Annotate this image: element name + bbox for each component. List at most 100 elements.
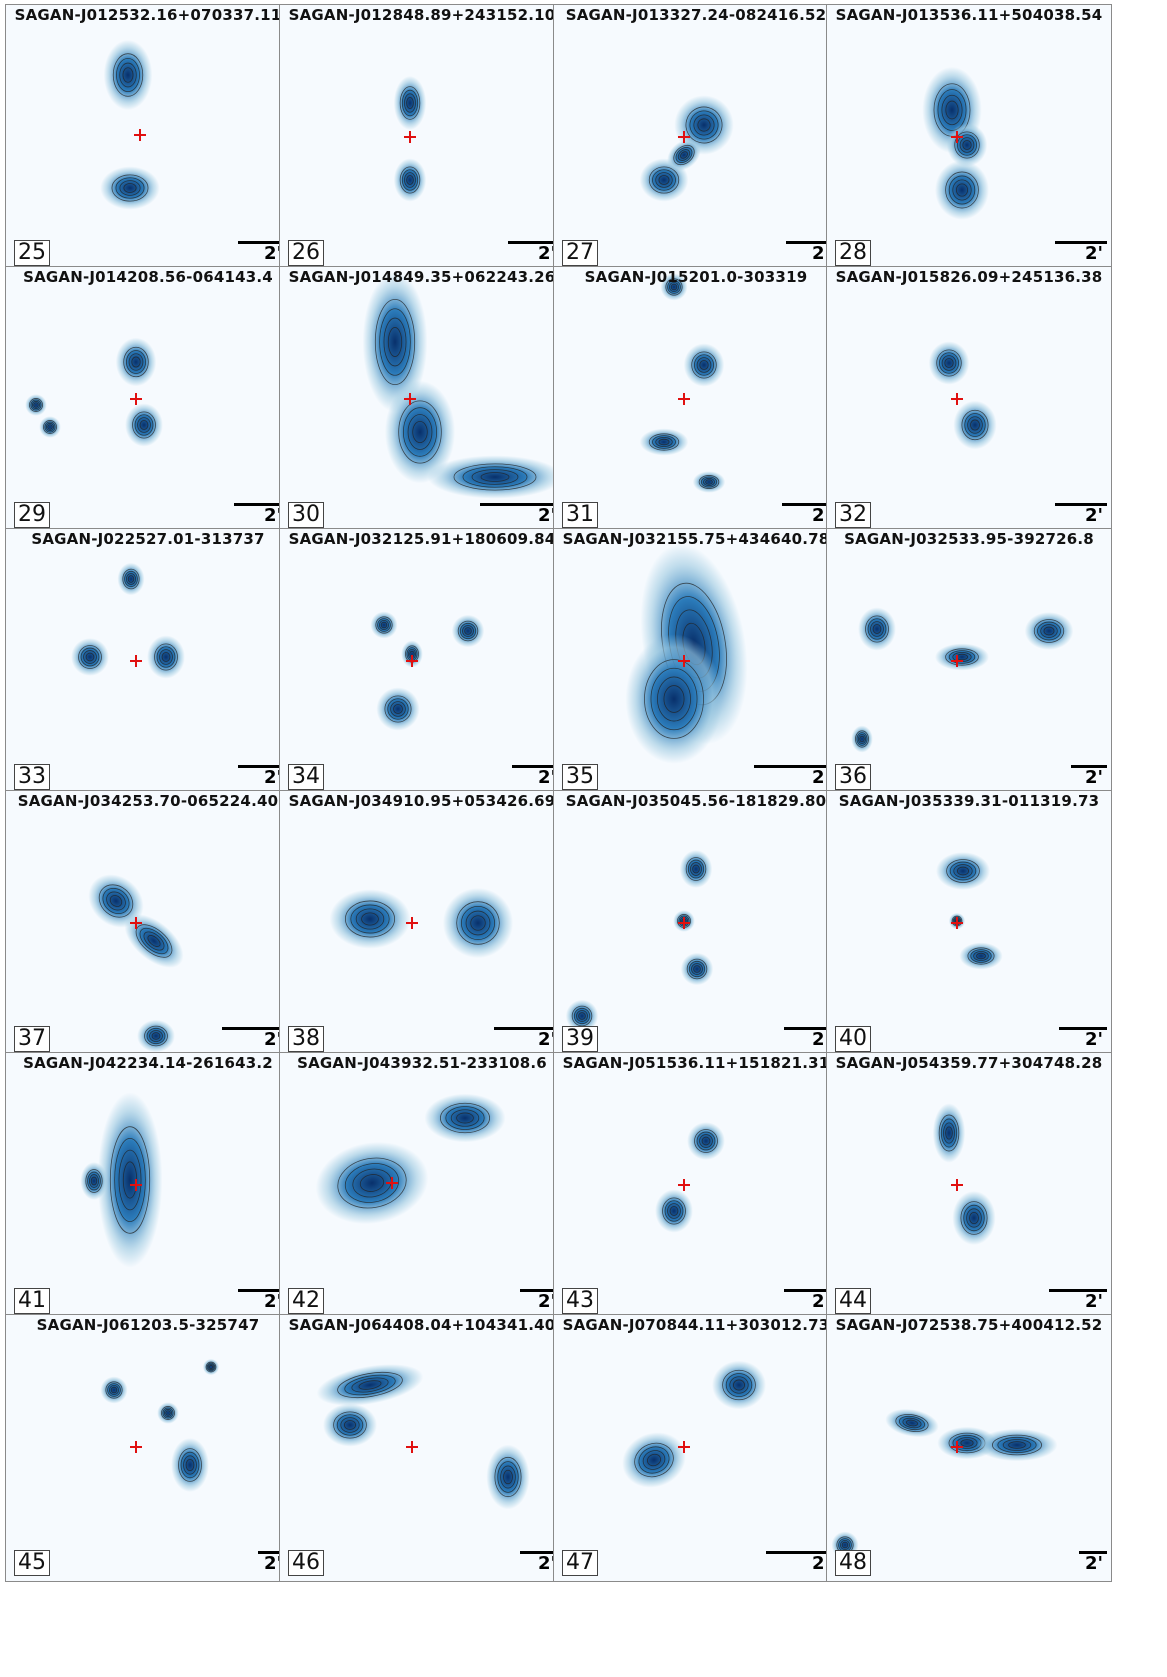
contour [648, 166, 680, 194]
contour [939, 352, 960, 374]
contour [943, 1122, 955, 1144]
emission-blob [928, 341, 970, 385]
contour [110, 1386, 118, 1394]
contour [126, 350, 147, 374]
contour [665, 278, 683, 296]
scale-bar-line [238, 1289, 286, 1292]
contour [1002, 1439, 1032, 1451]
contour [699, 360, 709, 370]
scale-bar-line [258, 1551, 286, 1554]
emission-blob [362, 271, 428, 413]
scale-bar-label: 2' [537, 505, 556, 526]
panel-title: SAGAN-J032125.91+180609.84 [288, 530, 556, 548]
scale-bar-label: 2' [811, 767, 830, 788]
contour [952, 179, 972, 201]
contour [387, 327, 403, 357]
emission-blob [171, 1438, 209, 1492]
scale-bar: 2' [238, 241, 286, 265]
panel-title: SAGAN-J014849.35+062243.26 [288, 268, 556, 286]
contour [161, 1406, 175, 1420]
contour [151, 1032, 161, 1040]
contour [991, 1434, 1042, 1456]
contour [390, 701, 406, 717]
contour [78, 645, 102, 669]
contour [106, 891, 126, 911]
scale-bar-label: 2' [1084, 1553, 1103, 1574]
panel-title: SAGAN-J022527.01-313737 [31, 530, 265, 548]
scale-bar: 2' [1079, 1551, 1107, 1575]
contour [122, 568, 140, 590]
contour [494, 1456, 522, 1498]
contour [638, 1446, 670, 1474]
emission-blob [936, 852, 990, 890]
contour [33, 402, 39, 408]
scale-bar-line [782, 503, 834, 506]
contour [938, 1114, 960, 1152]
emission-blob [1024, 612, 1074, 650]
contour [859, 735, 865, 743]
scale-bar-line [222, 1027, 286, 1030]
host-marker [678, 655, 690, 667]
host-marker [951, 1441, 963, 1453]
contour [361, 912, 379, 926]
contour [471, 469, 519, 485]
emission-blob [427, 455, 563, 499]
contour [147, 935, 161, 947]
contour [680, 151, 688, 159]
contour [1040, 624, 1058, 638]
host-marker [130, 917, 142, 929]
contour [955, 183, 968, 197]
panel-number: 43 [562, 1288, 598, 1314]
contour [693, 114, 715, 136]
scale-bar-line [754, 765, 834, 768]
scale-bar: 2' [754, 765, 834, 789]
scale-bar: 2' [480, 503, 560, 527]
scale-bar-line [784, 1289, 834, 1292]
contour [940, 1118, 958, 1148]
scale-bar: 2' [1055, 241, 1107, 265]
contour [399, 86, 421, 120]
contour [85, 652, 95, 662]
scale-bar-label: 2' [1084, 1291, 1103, 1312]
contour [102, 887, 130, 915]
contour [404, 172, 416, 188]
emission-blob [25, 394, 47, 416]
panel-number: 25 [14, 240, 50, 266]
contour [205, 1361, 217, 1373]
contour [383, 317, 407, 367]
emission-blob [976, 1428, 1058, 1462]
contour [123, 346, 149, 378]
contour [732, 1379, 745, 1391]
scale-bar-label: 2' [1084, 505, 1103, 526]
contour [208, 1364, 214, 1370]
emission-blob [712, 1360, 766, 1410]
host-marker [404, 131, 416, 143]
panel-number: 33 [14, 764, 50, 790]
radio-image [370, 611, 485, 731]
contour [941, 94, 963, 126]
panel-45: SAGAN-J061203.5-325747 45 2' [5, 1314, 291, 1582]
contour [115, 177, 145, 199]
host-marker [951, 393, 963, 405]
contour [669, 1206, 679, 1216]
radio-image [622, 1360, 766, 1488]
radio-image [100, 1358, 220, 1492]
contour [379, 620, 390, 631]
contour [652, 435, 676, 449]
contour [962, 140, 972, 150]
host-marker [134, 129, 146, 141]
contour [109, 1126, 151, 1234]
panel-36: SAGAN-J032533.95-392726.8 36 2' [826, 528, 1112, 796]
contour [350, 904, 390, 934]
scale-bar-line [480, 503, 560, 506]
host-marker [404, 393, 416, 405]
contour [729, 1376, 749, 1394]
contour [118, 1149, 142, 1211]
emission-blob [39, 416, 61, 438]
contour [401, 89, 419, 117]
emission-blob [370, 611, 398, 639]
contour [578, 1012, 586, 1020]
contour [642, 1450, 666, 1470]
contour [970, 949, 992, 963]
panel-47: SAGAN-J070844.11+303012.73 47 2' [553, 1314, 839, 1582]
